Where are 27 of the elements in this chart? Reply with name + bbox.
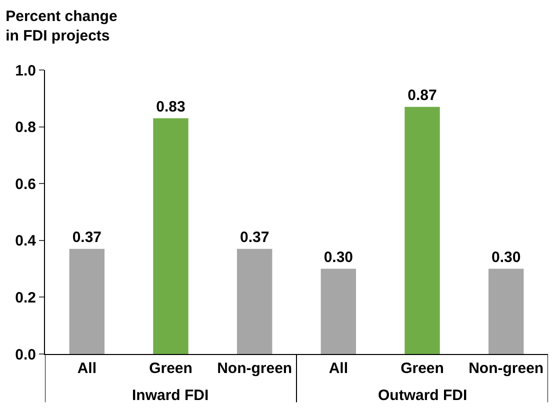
data-label: 0.87 xyxy=(408,86,437,104)
data-label: 0.30 xyxy=(491,248,521,266)
x-tick-label: All xyxy=(328,360,348,377)
bar xyxy=(153,118,188,354)
data-label: 0.37 xyxy=(240,228,270,246)
y-tick-label: 0.4 xyxy=(15,232,37,250)
text: Inward FDI xyxy=(132,387,209,404)
x-tick-label: Non-green xyxy=(217,360,292,377)
x-tick-label: All xyxy=(77,360,97,377)
y-tick-label: 0.6 xyxy=(15,176,36,193)
bar xyxy=(69,248,105,354)
y-tick-label: 0.8 xyxy=(15,119,36,136)
bar xyxy=(236,248,272,354)
bar xyxy=(404,106,440,354)
data-label: 0.37 xyxy=(72,228,102,246)
data-label: 0.83 xyxy=(156,98,186,116)
y-tick-label: 1.0 xyxy=(15,62,36,80)
y-tick-label: 0.0 xyxy=(15,346,36,364)
y-tick-label: 0.2 xyxy=(15,289,36,306)
data-label: 0.30 xyxy=(324,248,354,266)
x-tick-label: Non-green xyxy=(468,360,544,377)
x-tick-label: Green xyxy=(400,360,444,377)
x-tick-label: Green xyxy=(149,360,192,377)
bar xyxy=(488,268,524,354)
text: Outward FDI xyxy=(378,387,468,404)
bar xyxy=(320,268,356,354)
chart-title: Percent change in FDI projects xyxy=(6,8,118,44)
